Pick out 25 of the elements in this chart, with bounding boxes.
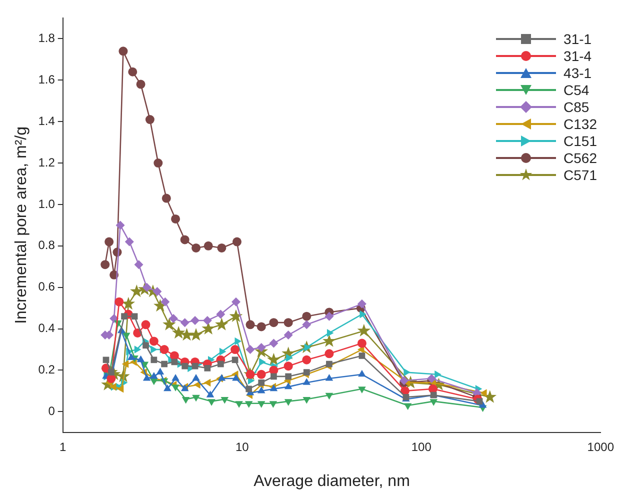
y-tick-label: 1.8 xyxy=(38,31,56,46)
y-tick-label: 1.4 xyxy=(38,114,56,128)
y-tick-label: 1.2 xyxy=(38,155,56,170)
y-axis-title: Incremental pore area, m²/g xyxy=(13,126,30,324)
legend-label: C571 xyxy=(564,166,597,182)
legend-label: C85 xyxy=(564,98,590,114)
legend-label: C132 xyxy=(564,116,597,132)
y-tick-label: 0 xyxy=(48,404,56,418)
y-tick-label: 0.4 xyxy=(38,321,56,336)
legend-label: C562 xyxy=(564,150,597,166)
legend-label: 31-1 xyxy=(564,30,592,46)
y-tick-label: 0.2 xyxy=(38,362,56,377)
legend-label: 31-4 xyxy=(564,48,592,64)
x-axis-title: Average diameter, nm xyxy=(254,472,410,490)
x-tick-label: 1 xyxy=(60,440,67,454)
x-tick-label: 1000 xyxy=(587,440,614,454)
x-tick-label: 10 xyxy=(235,440,250,454)
y-tick-label: 1.6 xyxy=(38,72,56,86)
y-tick-label: 0.6 xyxy=(38,280,56,294)
legend-label: C54 xyxy=(564,82,590,98)
y-tick-label: 0.8 xyxy=(38,238,56,252)
y-tick-label: 1.0 xyxy=(38,196,56,211)
x-tick-label: 100 xyxy=(411,440,432,454)
legend-label: 43-1 xyxy=(564,64,592,80)
legend-label: C151 xyxy=(564,132,597,148)
